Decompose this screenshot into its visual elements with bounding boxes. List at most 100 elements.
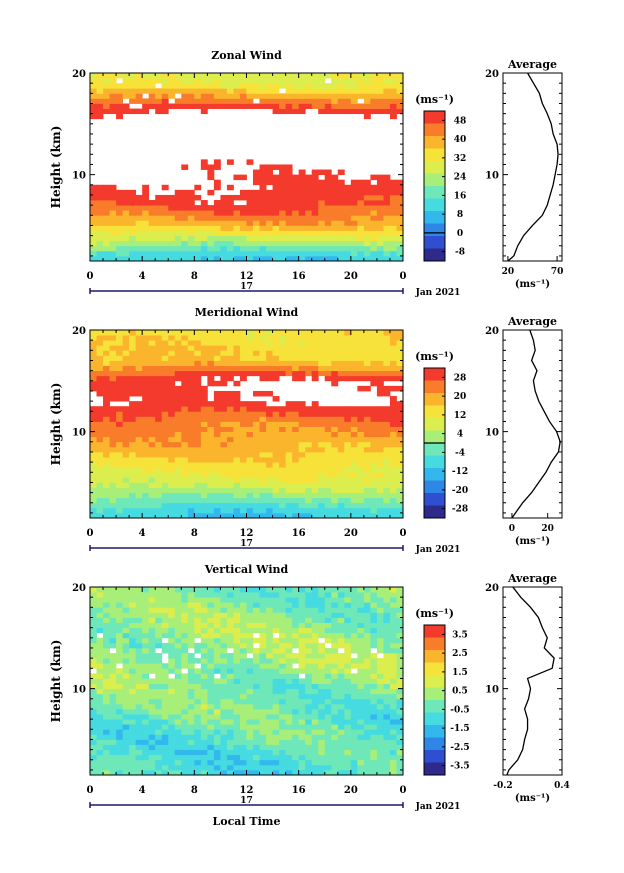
heatmap-cell	[253, 507, 260, 514]
heatmap-cell	[305, 632, 313, 639]
heatmap-cell	[285, 184, 293, 191]
heatmap-cell	[148, 487, 156, 493]
heatmap-cell	[233, 78, 241, 84]
heatmap-cell	[363, 632, 371, 639]
heatmap-cell	[142, 472, 150, 478]
heatmap-cell	[168, 708, 176, 715]
heatmap-cell	[285, 416, 293, 422]
heatmap-cell	[142, 200, 150, 206]
heatmap-cell	[187, 360, 195, 366]
heatmap-cell	[148, 512, 156, 519]
heatmap-cell	[103, 698, 110, 705]
heatmap-cell	[376, 93, 384, 99]
heatmap-cell	[135, 416, 143, 422]
heatmap-cell	[90, 335, 97, 341]
heatmap-cell	[266, 83, 273, 89]
heatmap-cell	[370, 240, 378, 247]
heatmap-cell	[357, 365, 365, 372]
heatmap-cell	[96, 441, 104, 448]
heatmap-cell	[96, 451, 104, 458]
heatmap-cell	[266, 360, 273, 366]
heatmap-cell	[148, 431, 156, 438]
heatmap-cell	[226, 184, 234, 191]
heatmap-cell	[246, 215, 254, 221]
heatmap-cell	[103, 637, 110, 644]
heatmap-cell	[103, 416, 110, 422]
heatmap-cell	[122, 597, 130, 603]
heatmap-cell	[135, 708, 143, 715]
heatmap-cell	[305, 355, 313, 361]
heatmap-cell	[129, 668, 137, 674]
heatmap-cell	[213, 330, 221, 336]
heatmap-cell	[298, 230, 306, 236]
heatmap-cell	[246, 340, 254, 346]
heatmap-cell	[233, 401, 241, 407]
heatmap-cell	[279, 462, 287, 468]
heatmap-cell	[389, 215, 397, 221]
heatmap-cell	[142, 370, 150, 377]
heatmap-cell	[285, 194, 293, 201]
heatmap-cell	[389, 385, 397, 392]
heatmap-cell	[350, 754, 358, 761]
heatmap-cell	[200, 441, 208, 448]
heatmap-cell	[168, 205, 176, 211]
heatmap-cell	[259, 592, 267, 598]
heatmap-cell	[90, 477, 97, 483]
heatmap-cell	[383, 764, 391, 771]
heatmap-cell	[337, 441, 345, 448]
heatmap-cell	[194, 749, 202, 756]
heatmap-cell	[90, 240, 97, 247]
heatmap-cell	[161, 502, 169, 509]
heatmap-cell	[194, 668, 202, 674]
heatmap-cell	[272, 179, 280, 186]
heatmap-cell	[331, 739, 339, 745]
heatmap-cell	[350, 612, 358, 618]
heatmap-cell	[135, 729, 143, 735]
heatmap-cell	[370, 205, 378, 211]
heatmap-cell	[155, 406, 163, 412]
heatmap-cell	[357, 375, 365, 382]
heatmap-cell	[213, 451, 221, 458]
heatmap-cell	[207, 759, 215, 766]
heatmap-cell	[226, 467, 234, 473]
heatmap-cell	[363, 622, 371, 629]
heatmap-cell	[155, 477, 163, 483]
heatmap-cell	[344, 255, 352, 262]
heatmap-cell	[318, 632, 326, 639]
heatmap-cell	[142, 350, 150, 356]
heatmap-cell	[103, 739, 110, 745]
heatmap-cell	[396, 507, 404, 514]
heatmap-cell	[344, 235, 352, 242]
heatmap-cell	[96, 647, 104, 654]
heatmap-cell	[90, 421, 97, 427]
heatmap-cell	[259, 103, 267, 109]
heatmap-cell	[174, 215, 182, 221]
heatmap-cell	[298, 688, 306, 695]
heatmap-cell	[396, 487, 404, 493]
colorbar-swatch	[424, 493, 445, 506]
heatmap-cell	[200, 446, 208, 453]
heatmap-cell	[148, 678, 156, 684]
heatmap-cell	[318, 98, 326, 104]
heatmap-cell	[344, 719, 352, 725]
heatmap-cell	[350, 719, 358, 725]
heatmap-cell	[246, 235, 254, 242]
heatmap-cell	[298, 477, 306, 483]
heatmap-cell	[213, 210, 221, 216]
heatmap-cell	[96, 184, 104, 191]
heatmap-cell	[207, 587, 215, 593]
heatmap-cell	[396, 225, 404, 231]
heatmap-cell	[90, 482, 97, 488]
heatmap-cell	[161, 83, 169, 89]
heatmap-cell	[90, 220, 97, 226]
heatmap-cell	[239, 255, 247, 262]
colorbar-swatch	[424, 455, 445, 469]
heatmap-cell	[331, 235, 339, 242]
heatmap-cell	[357, 235, 365, 242]
heatmap-cell	[90, 205, 97, 211]
heatmap-cell	[122, 370, 130, 377]
heatmap-cell	[331, 467, 339, 473]
heatmap-cell	[148, 502, 156, 509]
heatmap-cell	[220, 507, 228, 514]
heatmap-cell	[376, 622, 384, 629]
